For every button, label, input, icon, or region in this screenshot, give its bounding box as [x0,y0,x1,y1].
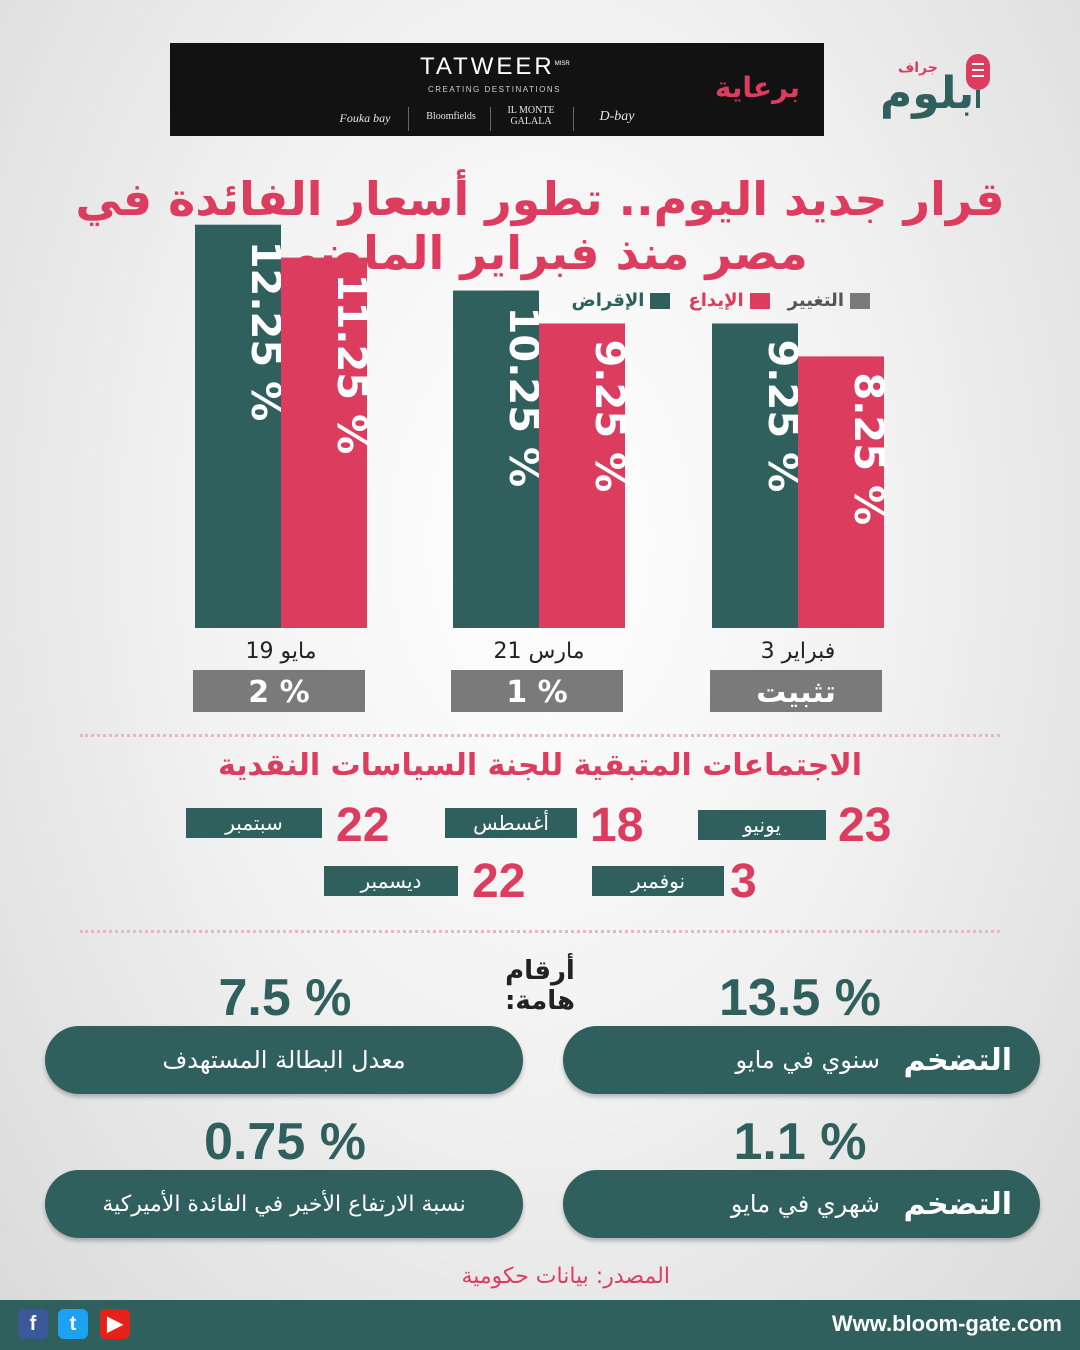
logo-text: بلوم [880,68,975,119]
twitter-icon[interactable]: t [58,1309,88,1339]
figure-value: 1.1 % [733,1113,867,1171]
change-box [193,670,365,712]
meeting-day: 18 [590,799,644,852]
project-logo: D-bay [599,109,635,124]
figure-head: التضخم [903,1042,1012,1078]
category-label: 21 مارس [494,639,585,664]
meeting-day: 3 [730,855,757,908]
bar-value-label: 9.25 % [759,339,805,492]
category-label: 19 مايو [246,639,317,664]
bar [539,323,625,628]
figure-value: 13.5 % [719,969,881,1027]
divider [573,107,574,131]
legend-swatch [850,292,870,309]
sponsor-label: برعاية [714,71,800,104]
meeting-month: أغسطس [445,808,577,838]
figure-pill: التضخم سنوي في مايو [563,1026,1040,1094]
project-logo: Bloomfields [426,111,476,122]
change-label: 1 % [506,675,567,710]
figure-pill: معدل البطالة المستهدف [45,1026,523,1094]
change-label: 2 % [248,675,309,710]
legend-label: الإيداع [688,290,744,311]
legend-item-change: التغيير [788,290,870,311]
meeting-month: يونيو [698,810,826,840]
figure-desc: نسبة الارتفاع الأخير في الفائدة الأميركي… [102,1191,466,1217]
bar [712,323,798,628]
figure-desc: شهري في مايو [730,1190,880,1218]
bar-value-label: 8.25 % [845,372,891,525]
figure-value: 0.75 % [204,1113,366,1171]
divider [408,107,409,131]
legend-label: الإقراض [571,290,645,311]
page-title: قرار جديد اليوم.. تطور أسعار الفائدة في … [75,172,1005,280]
figure-head: التضخم [903,1186,1012,1222]
meeting-day: 23 [838,799,892,852]
footer-bar: f t ▶ Www.bloom-gate.com [0,1300,1080,1350]
logo-subtext: جراف [898,60,938,76]
figure-desc: سنوي في مايو [735,1046,880,1074]
change-box [451,670,623,712]
chart-legend: التغيير الإيداع الإقراض [572,290,870,311]
figure-value: 7.5 % [218,969,352,1027]
bar-value-label: 10.25 % [500,307,546,488]
legend-label: التغيير [787,290,844,311]
divider [80,930,1000,933]
category-label: 3 فبراير [761,639,836,664]
microphone-icon [966,54,990,108]
bar [195,224,281,628]
meeting-day: 22 [472,855,526,908]
meeting-month: ديسمبر [324,866,458,896]
sponsor-banner: TATWEERMISR CREATING DESTINATIONS Fouka … [170,43,824,136]
project-logo: Fouka bay [339,111,391,125]
youtube-icon[interactable]: ▶ [100,1309,130,1339]
meeting-month: سبتمبر [186,808,322,838]
bar-value-label: 11.25 % [328,274,374,455]
figure-desc: معدل البطالة المستهدف [162,1046,406,1074]
brand-tagline: CREATING DESTINATIONS [428,85,561,94]
source-note: المصدر: بيانات حكومية [461,1264,670,1289]
change-box [710,670,882,712]
figure-pill: التضخم شهري في مايو [563,1170,1040,1238]
meeting-month: نوفمبر [592,866,724,896]
bar [798,356,884,628]
legend-swatch [650,292,671,309]
key-figures-title: أرقام هامة: [504,956,576,1016]
bar [281,257,367,628]
meeting-day: 22 [336,799,390,852]
facebook-icon[interactable]: f [18,1309,48,1339]
project-logo: IL MONTE GALALA [507,105,555,127]
figure-pill: نسبة الارتفاع الأخير في الفائدة الأميركي… [45,1170,523,1238]
meetings-title: الاجتماعات المتبقية للجنة السياسات النقد… [218,748,862,783]
legend-swatch [749,292,770,309]
change-label: تثبيت [756,675,836,710]
brand-name: TATWEERMISR [420,53,570,80]
divider [490,107,491,131]
bar-value-label: 9.25 % [586,339,632,492]
bar [453,290,539,628]
legend-item-deposit: الإيداع [688,290,770,311]
divider [80,734,1000,737]
website-link[interactable]: Www.bloom-gate.com [831,1311,1062,1336]
legend-item-lending: الإقراض [572,290,671,311]
